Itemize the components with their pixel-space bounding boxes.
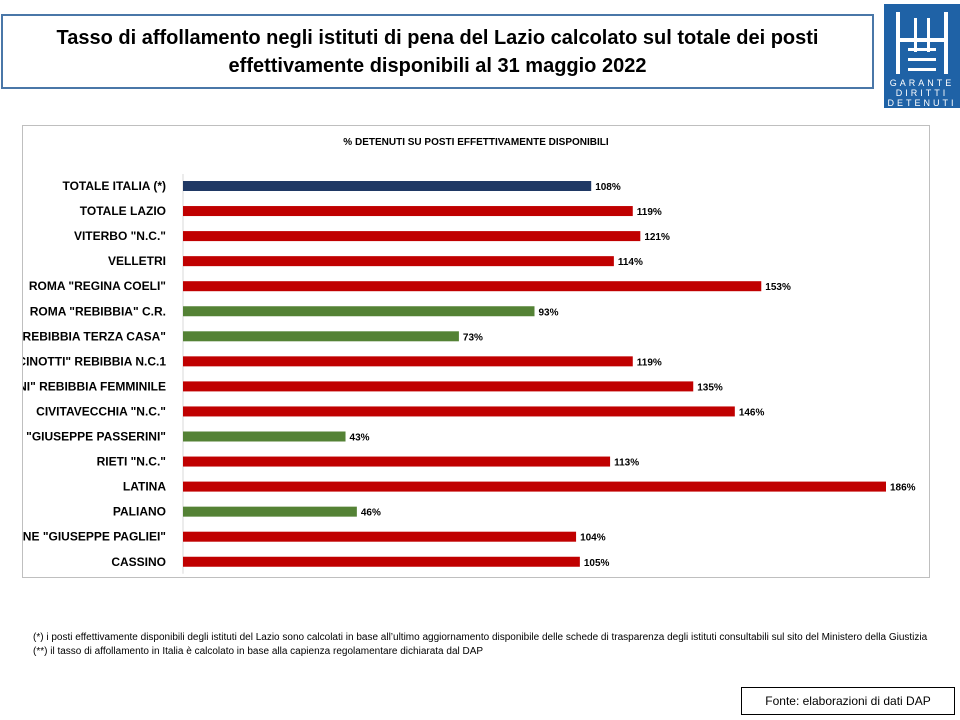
category-label: ROMA "REBIBBIA TERZA CASA" bbox=[23, 329, 166, 343]
data-label: 135% bbox=[697, 382, 723, 393]
bar bbox=[183, 181, 592, 191]
bar bbox=[183, 231, 641, 242]
source-box: Fonte: elaborazioni di dati DAP bbox=[741, 687, 955, 715]
bar bbox=[183, 556, 580, 567]
category-label: VELLETRI bbox=[108, 254, 166, 268]
page-title-line-1: Tasso di affollamento negli istituti di … bbox=[56, 26, 819, 49]
source-label: Fonte: elaborazioni di dati DAP bbox=[765, 694, 931, 708]
bar bbox=[183, 306, 535, 317]
bar bbox=[183, 331, 459, 342]
bar bbox=[183, 481, 886, 492]
data-label: 93% bbox=[539, 307, 559, 318]
category-label: ROMA "RAFFAELE CINOTTI" REBIBBIA N.C.1 bbox=[23, 354, 166, 368]
bar bbox=[183, 281, 762, 292]
category-label: ROMA "REBIBBIA" C.R. bbox=[30, 304, 166, 318]
category-label: CIVITAVECCHIA "GIUSEPPE PASSERINI" bbox=[23, 430, 166, 444]
data-label: 73% bbox=[463, 332, 483, 343]
logo-text-line-3: DETENUTI bbox=[887, 98, 957, 108]
data-label: 146% bbox=[739, 407, 765, 418]
category-label: RIETI "N.C." bbox=[97, 455, 166, 469]
logo-text-line-1: GARANTE bbox=[889, 78, 955, 88]
chart-frame: % DETENUTI SU POSTI EFFETTIVAMENTE DISPO… bbox=[22, 125, 930, 578]
logo-text-line-2: DIRITTI bbox=[895, 88, 949, 98]
category-label: ROMA "GERMANA STEFANINI" REBIBBIA FEMMIN… bbox=[23, 379, 166, 393]
page-title-line-2: effettivamente disponibili al 31 maggio … bbox=[228, 54, 647, 77]
data-label: 186% bbox=[890, 483, 916, 494]
category-label: TOTALE ITALIA (*) bbox=[62, 179, 166, 193]
chart-title: % DETENUTI SU POSTI EFFETTIVAMENTE DISPO… bbox=[343, 137, 609, 148]
footnotes: (*) i posti effettivamente disponibili d… bbox=[33, 631, 933, 659]
category-label: TOTALE LAZIO bbox=[80, 204, 166, 218]
category-label: FROSINONE "GIUSEPPE PAGLIEI" bbox=[23, 530, 166, 544]
data-label: 114% bbox=[618, 257, 643, 268]
bar bbox=[183, 206, 633, 217]
garante-logo-icon bbox=[896, 12, 948, 74]
category-label: LATINA bbox=[123, 480, 166, 494]
data-label: 43% bbox=[350, 433, 370, 444]
bar bbox=[183, 456, 611, 467]
bar bbox=[183, 531, 577, 542]
category-label: CIVITAVECCHIA "N.C." bbox=[36, 404, 166, 418]
category-label: CASSINO bbox=[111, 555, 166, 569]
bar bbox=[183, 431, 346, 442]
data-label: 113% bbox=[614, 458, 639, 469]
data-label: 105% bbox=[584, 558, 610, 569]
footnote-1: (*) i posti effettivamente disponibili d… bbox=[33, 632, 928, 643]
data-label: 153% bbox=[765, 282, 791, 293]
data-label: 119% bbox=[637, 357, 662, 368]
garante-logo: GARANTE DIRITTI DETENUTI bbox=[884, 4, 960, 108]
data-label: 119% bbox=[637, 207, 662, 218]
category-label: VITERBO "N.C." bbox=[74, 229, 166, 243]
data-label: 121% bbox=[644, 232, 670, 243]
category-label: PALIANO bbox=[113, 505, 166, 519]
bar bbox=[183, 256, 614, 267]
bar bbox=[183, 356, 633, 367]
bar bbox=[183, 381, 694, 392]
data-label: 104% bbox=[580, 533, 606, 544]
data-label: 46% bbox=[361, 508, 381, 519]
data-label: 108% bbox=[595, 182, 621, 193]
bar bbox=[183, 506, 357, 517]
bar-chart: % DETENUTI SU POSTI EFFETTIVAMENTE DISPO… bbox=[23, 137, 916, 574]
footnote-2: (**) il tasso di affollamento in Italia … bbox=[33, 646, 484, 657]
title-box: Tasso di affollamento negli istituti di … bbox=[1, 14, 874, 89]
category-label: ROMA "REGINA COELI" bbox=[29, 279, 166, 293]
bar bbox=[183, 406, 735, 417]
